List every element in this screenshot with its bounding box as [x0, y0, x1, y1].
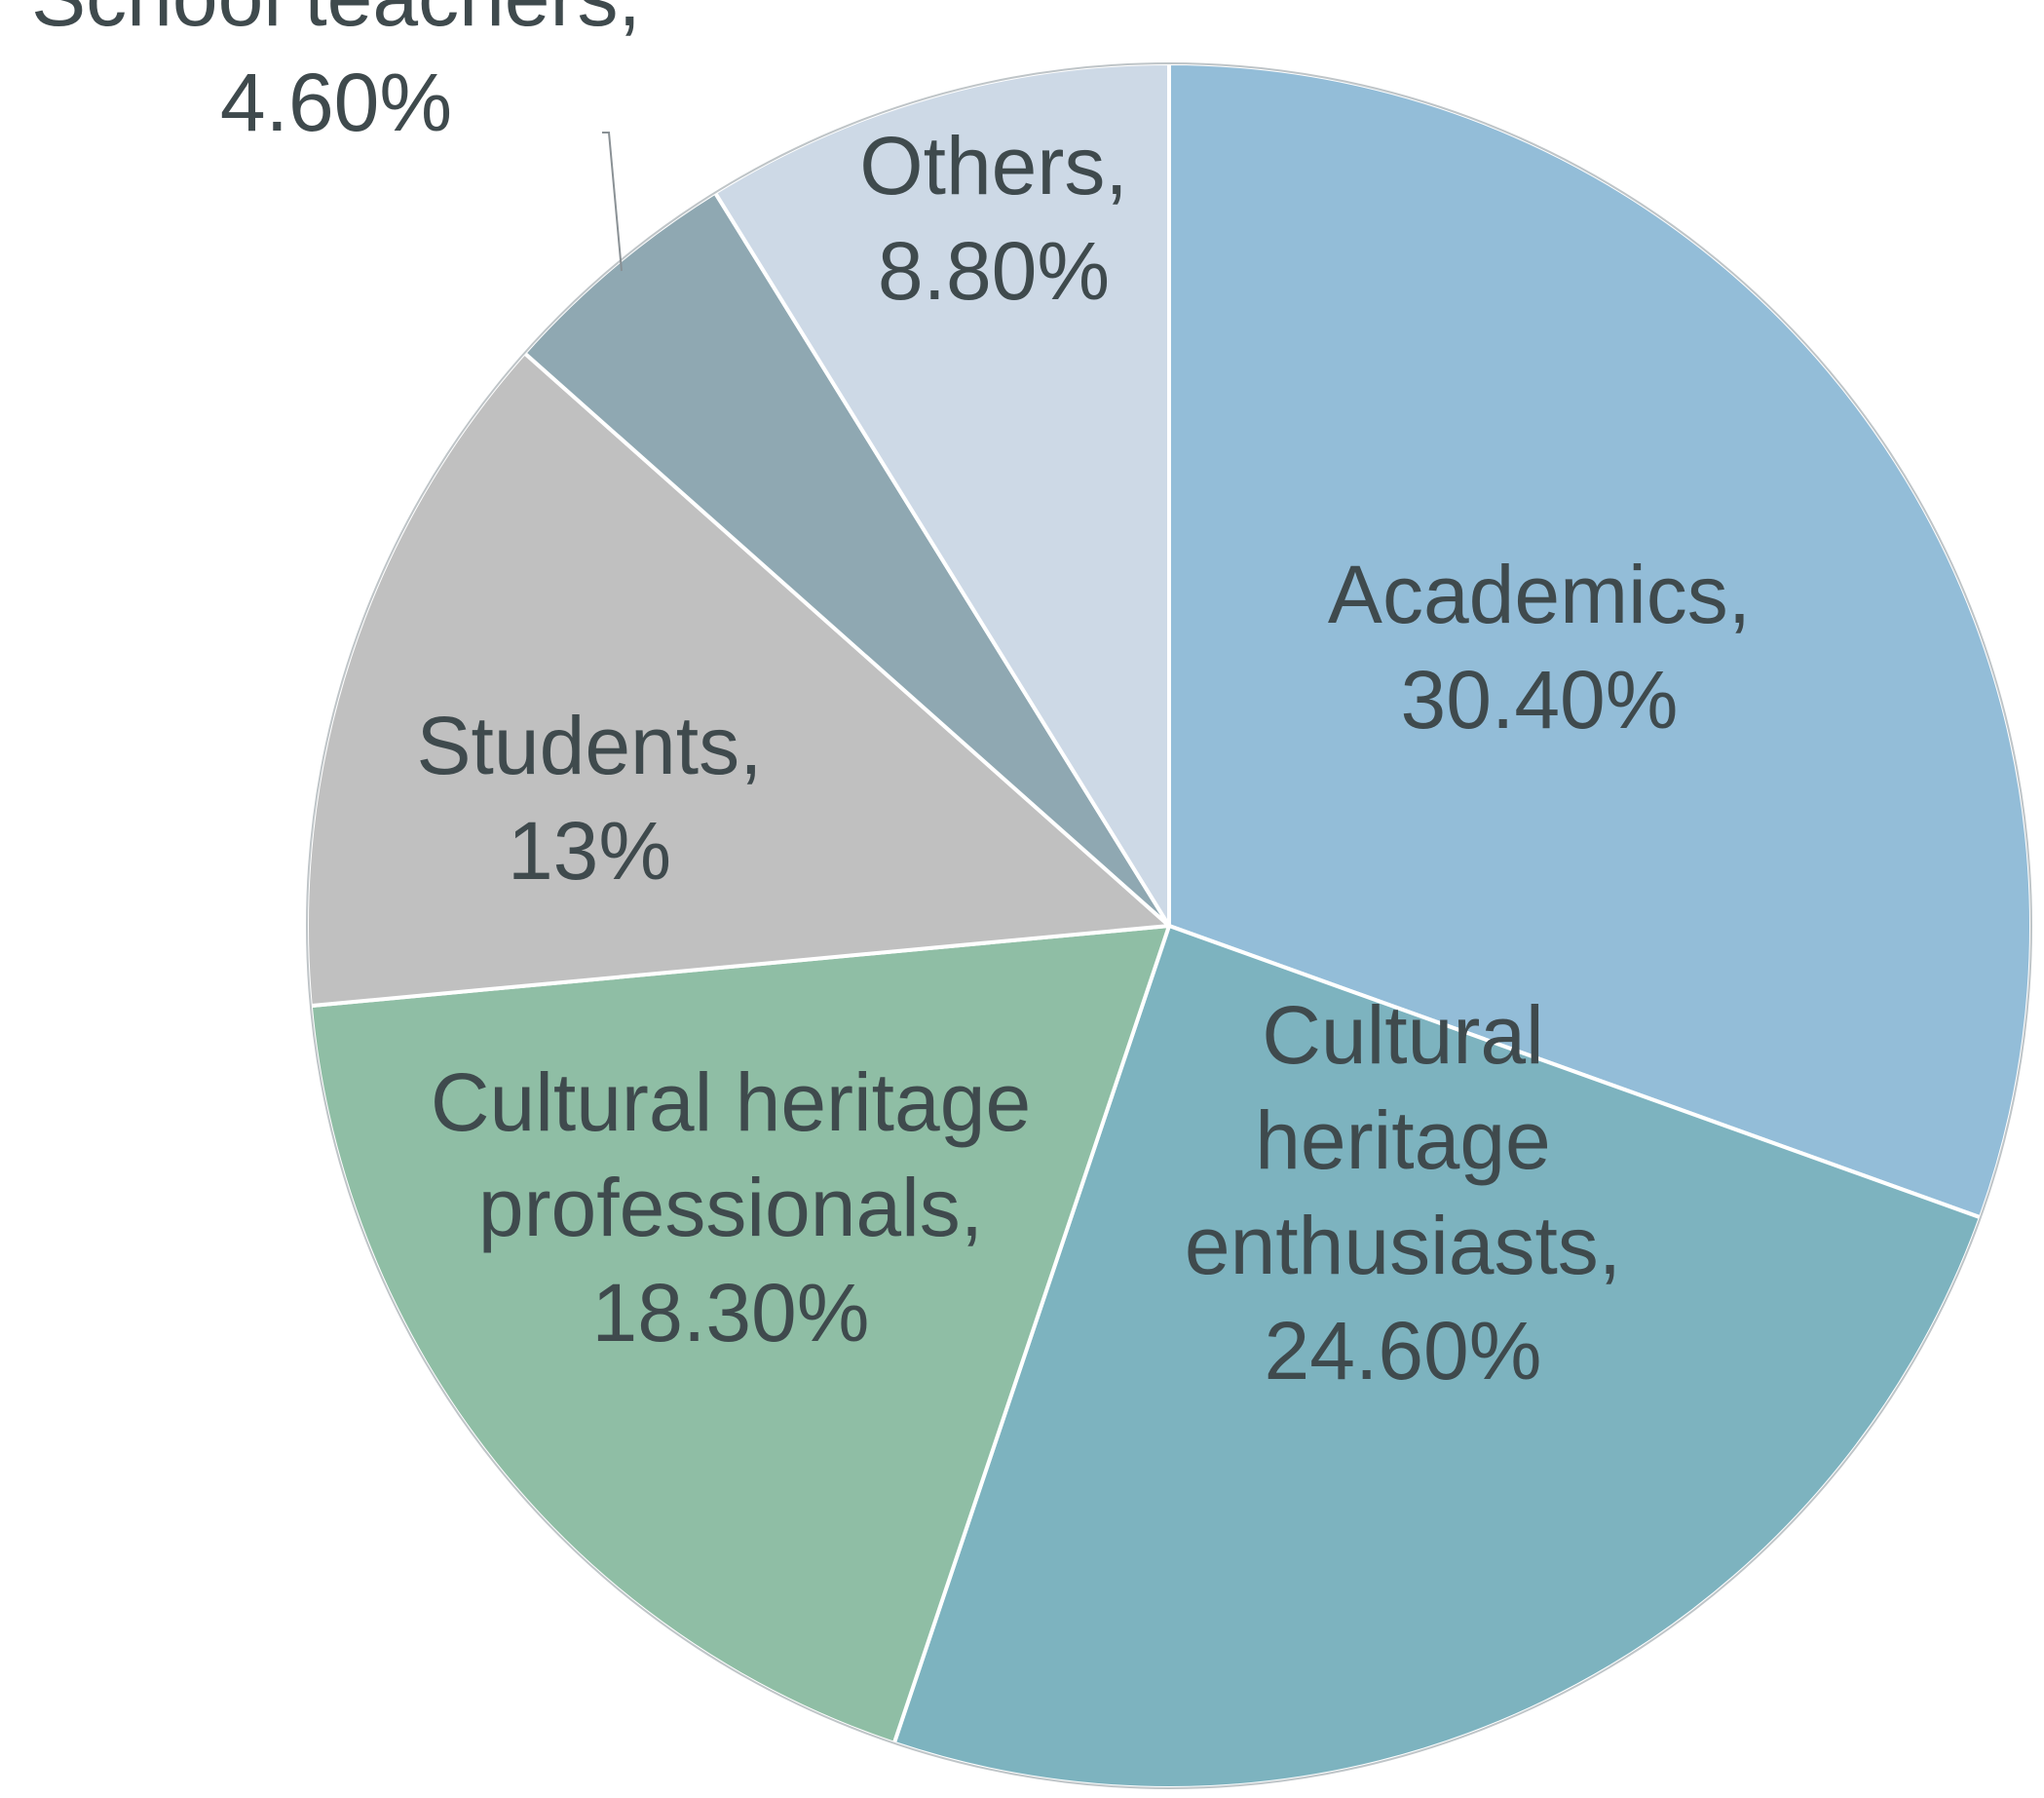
data-label-line: 8.80% — [878, 225, 1110, 317]
data-label-line: 30.40% — [1401, 654, 1679, 746]
data-label-line: 4.60% — [220, 57, 452, 148]
school-teachers-leader-line — [602, 132, 623, 272]
data-label-line: professionals, — [478, 1162, 983, 1253]
pie-outline — [306, 62, 2032, 1789]
data-label-line: 13% — [508, 805, 671, 897]
data-label-academics: Academics, 30.40% — [1328, 549, 1751, 746]
data-label-line: Others, — [859, 120, 1127, 211]
data-label-line: 18.30% — [592, 1267, 870, 1358]
data-label-cultural-heritage-professionals: Cultural heritage professionals, 18.30% — [431, 1056, 1031, 1358]
data-label-line: School teachers, — [31, 0, 641, 43]
data-label-school-teachers: School teachers, 4.60% — [31, 0, 641, 148]
data-label-line: heritage — [1255, 1094, 1551, 1186]
data-label-line: enthusiasts, — [1185, 1200, 1621, 1291]
data-label-cultural-heritage-enthusiasts: Cultural heritage enthusiasts, 24.60% — [1185, 989, 1621, 1396]
pie-slices — [305, 61, 2033, 1790]
data-label-line: Students, — [417, 700, 763, 791]
data-label-students: Students, 13% — [417, 700, 763, 897]
data-label-others: Others, 8.80% — [859, 120, 1127, 317]
slice-labels: Academics, 30.40% Cultural heritage enthusia… — [31, 0, 1751, 1396]
data-label-line: Cultural — [1262, 989, 1543, 1081]
data-label-line: 24.60% — [1265, 1305, 1542, 1396]
data-label-line: Academics, — [1328, 549, 1751, 640]
data-label-line: Cultural heritage — [431, 1056, 1031, 1148]
